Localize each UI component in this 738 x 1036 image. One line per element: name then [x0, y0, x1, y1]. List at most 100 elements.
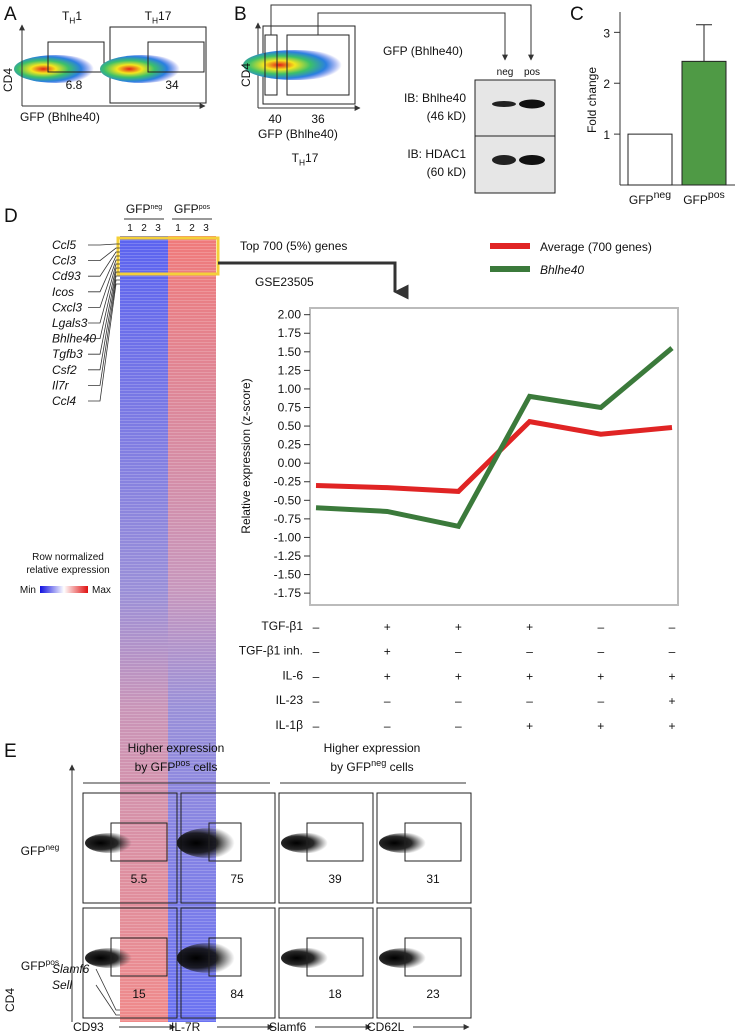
plot-title-sub: H — [69, 16, 75, 26]
condition-symbol: + — [384, 669, 391, 683]
band — [492, 101, 516, 107]
gate-value: 40 — [268, 112, 282, 126]
leader-line — [88, 259, 120, 308]
column-group-sup: neg — [150, 204, 162, 211]
gene-label: Ccl3 — [52, 254, 76, 268]
group-subtitle-tail: cells — [190, 760, 217, 774]
condition-symbol: – — [313, 645, 320, 659]
gate-value: 23 — [426, 987, 440, 1001]
condition-label: TGF-β1 — [261, 619, 303, 633]
condition-symbol: – — [313, 719, 320, 733]
condition-symbol: – — [597, 645, 604, 659]
y-tick-label: 1.75 — [278, 326, 302, 340]
gate — [306, 937, 364, 977]
y-tick-label: 1 — [603, 128, 610, 142]
row-label-sup: pos — [46, 957, 60, 967]
blot-frame — [474, 135, 556, 194]
y-axis-label: Fold change — [585, 67, 599, 133]
plot-title-base: T — [62, 9, 70, 23]
replicate-label: 2 — [189, 223, 195, 234]
group-subtitle: by GFPneg cells — [330, 758, 413, 774]
condition-label: IL-1β — [275, 718, 303, 732]
leader-line — [88, 263, 120, 324]
lane-label: neg — [497, 67, 514, 78]
plot-frame — [82, 792, 178, 904]
condition-symbol: + — [455, 620, 462, 634]
condition-symbol: – — [384, 719, 391, 733]
x-tick-label: GFPneg — [629, 189, 671, 207]
plot-title-tail: 1 — [75, 9, 82, 23]
legend-max: Max — [92, 585, 111, 596]
gate-value: 31 — [426, 872, 440, 886]
density-cloud — [100, 55, 184, 83]
plot-frame — [376, 907, 472, 1019]
leader-line — [95, 968, 120, 1011]
leader-line — [88, 247, 120, 261]
density-cloud — [243, 50, 347, 80]
y-tick-label: -0.50 — [274, 493, 302, 507]
row-label: GFPneg — [21, 842, 60, 858]
y-tick-label: 1.50 — [278, 345, 302, 359]
gate — [404, 822, 462, 862]
x-tick-label-sup: neg — [654, 189, 672, 201]
condition-symbol: + — [384, 620, 391, 634]
y-axis-label: CD4 — [1, 68, 15, 92]
legend-title: relative expression — [26, 565, 109, 576]
size-label: (46 kD) — [427, 109, 466, 123]
y-tick-label: 0.25 — [278, 438, 302, 452]
heatmap-texture — [120, 236, 216, 1022]
group-subtitle-sup: pos — [175, 758, 190, 768]
x-axis-label: GFP (Bhlhe40) — [258, 127, 338, 141]
legend-title: Row normalized — [32, 552, 104, 563]
column-group: GFPneg — [126, 202, 162, 216]
condition-symbol: – — [455, 719, 462, 733]
blot-frame — [474, 79, 556, 138]
condition-label: IL-6 — [282, 668, 303, 682]
plot-title: TH17 — [145, 9, 172, 26]
column-group-base: GFP — [126, 202, 151, 216]
x-tick-label-sup: pos — [708, 189, 725, 201]
condition-symbol: + — [668, 719, 675, 733]
y-tick-label: 2.00 — [278, 308, 302, 322]
gene-label: Slamf6 — [52, 962, 90, 976]
gate-value: 5.5 — [131, 872, 148, 886]
condition-symbol: + — [668, 669, 675, 683]
antibody-label: IB: HDAC1 — [407, 147, 466, 161]
subset-label: TH17 — [292, 151, 319, 168]
condition-symbol: – — [669, 620, 676, 634]
leader-line — [88, 283, 120, 402]
y-tick-label: -0.25 — [274, 475, 302, 489]
condition-symbol: + — [597, 669, 604, 683]
plot-frame — [82, 907, 178, 1019]
condition-symbol: – — [455, 645, 462, 659]
x-tick-label: GFPpos — [683, 189, 725, 207]
legend-label: Average (700 genes) — [540, 240, 652, 254]
group-title: Higher expression — [324, 741, 421, 755]
y-tick-label: 0.50 — [278, 419, 302, 433]
y-tick-label: -1.25 — [274, 549, 302, 563]
leader-line — [88, 251, 120, 277]
row-label-base: GFP — [21, 844, 46, 858]
x-tick-label-base: GFP — [629, 193, 654, 207]
panel-letter: B — [234, 4, 247, 25]
leader-line — [88, 255, 120, 293]
replicate-label: 1 — [127, 223, 133, 234]
condition-symbol: – — [313, 669, 320, 683]
subset-label-tail: 17 — [305, 151, 319, 165]
group-title: Higher expression — [128, 741, 225, 755]
plot-frame — [376, 792, 472, 904]
size-label: (60 kD) — [427, 165, 466, 179]
leader-line — [88, 243, 120, 246]
y-tick-label: -1.75 — [274, 586, 302, 600]
connector — [270, 4, 534, 61]
gate — [306, 822, 364, 862]
gate — [147, 41, 205, 73]
y-tick-label: 2 — [603, 77, 610, 91]
condition-symbol: + — [526, 719, 533, 733]
replicate-label: 1 — [175, 223, 181, 234]
y-tick-label: 0.00 — [278, 456, 302, 470]
color-scale — [40, 586, 88, 593]
gate — [110, 822, 168, 862]
gate-value: 39 — [328, 872, 342, 886]
